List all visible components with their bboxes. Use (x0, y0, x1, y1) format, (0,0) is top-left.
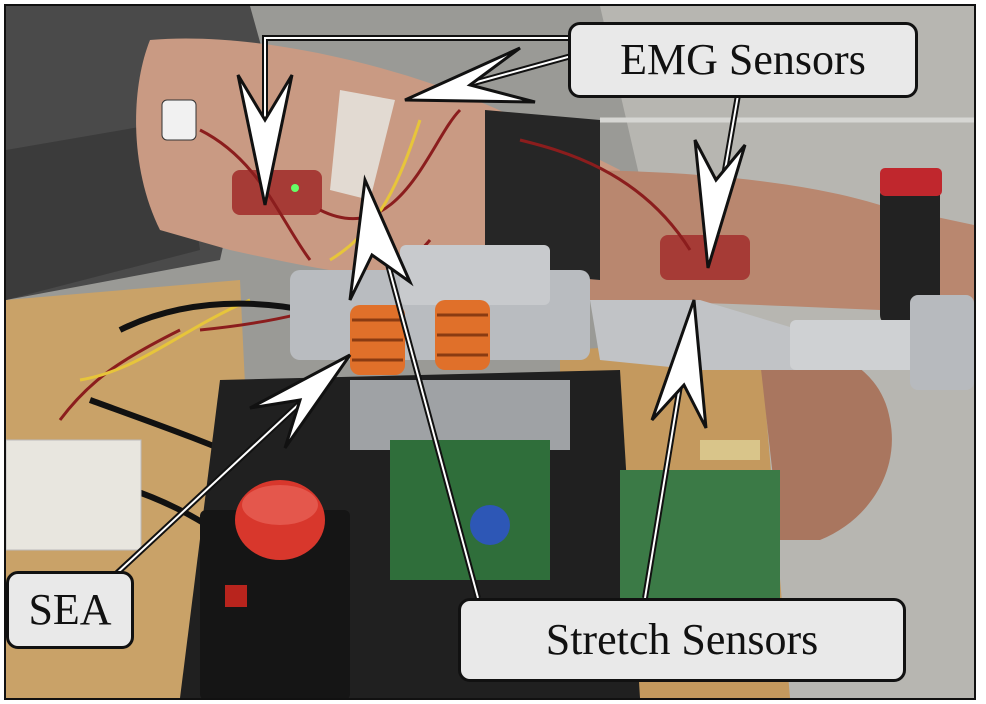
forearm (560, 170, 974, 315)
yellow-wires (79, 119, 422, 382)
emg-sensor-forearm (660, 235, 750, 280)
estop-highlight (242, 485, 318, 525)
estop-box (200, 510, 350, 700)
sea-callout: SEA (6, 571, 134, 649)
sensor-board (620, 470, 780, 600)
arrow-stretch-left (348, 174, 481, 599)
sea-spring-right (435, 300, 490, 370)
mount-block (350, 380, 570, 450)
wrist-buckle (880, 168, 942, 196)
arrow-emg-tape (404, 46, 576, 104)
connector (700, 440, 760, 460)
emg-sensor-upper (232, 170, 322, 215)
emg-sensors-callout: EMG Sensors (568, 22, 918, 98)
arrow-sea (112, 353, 352, 578)
red-switch (225, 585, 247, 607)
tape (330, 90, 395, 200)
photo-border (4, 4, 976, 700)
sea-spring-left (350, 305, 405, 375)
electrode-pad (161, 99, 197, 141)
velcro-strap (485, 110, 600, 280)
arrow-emg-upper (236, 35, 570, 206)
capacitor (470, 505, 510, 545)
stretch-sensors-callout: Stretch Sensors (458, 598, 906, 682)
sensor-led (291, 184, 299, 192)
arrow-stretch-right (642, 299, 708, 599)
motor-housing (400, 245, 550, 305)
rod (790, 320, 930, 370)
end-clamp (910, 295, 974, 390)
arrow-emg-forearm (693, 94, 747, 269)
controller-board (390, 440, 550, 580)
breadboard (5, 439, 142, 551)
wrist-strap (880, 185, 940, 325)
